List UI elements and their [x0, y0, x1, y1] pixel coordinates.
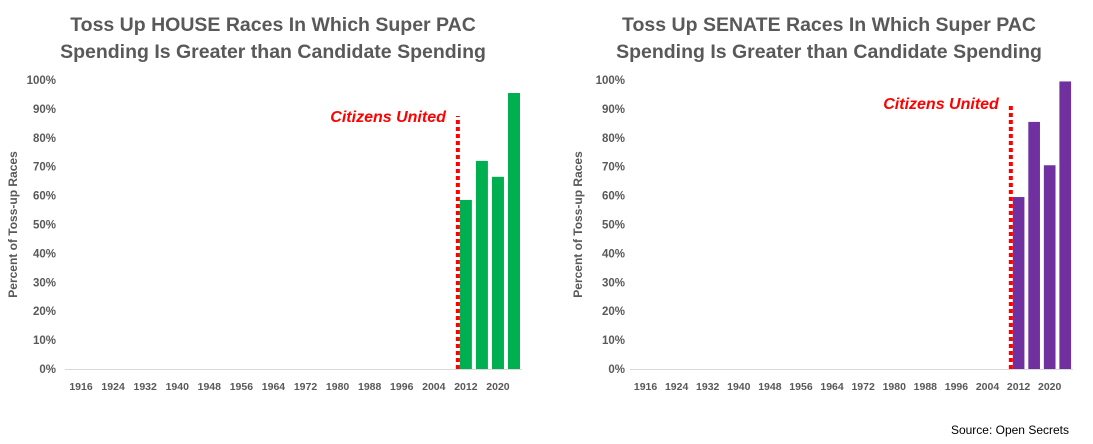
senate-y-tick-label: 0%: [608, 364, 625, 376]
house-x-tick-label: 2020: [486, 381, 510, 393]
house-chart-plot: 0% 10% 20% 30% 40% 50% 60% 70% 80% 90% 100% Percent…: [6, 75, 522, 393]
house-chart-title-line-2: Spending Is Greater than Candidate Spend…: [60, 41, 486, 63]
senate-y-tick-label: 100%: [596, 75, 625, 87]
house-y-tick-label: 40%: [33, 248, 56, 260]
house-bar: [507, 93, 520, 369]
house-x-tick-label: 1972: [294, 381, 318, 393]
senate-bar: [1012, 197, 1025, 369]
senate-x-tick-label: 1964: [820, 381, 844, 393]
senate-x-tick-label: 1916: [634, 381, 658, 393]
house-y-tick-label: 90%: [33, 104, 56, 116]
house-y-tick-label: 80%: [33, 133, 56, 145]
house-citizens-united-label: Citizens United: [330, 109, 447, 126]
senate-x-tick-label: 1956: [789, 381, 813, 393]
house-x-tick-label: 2012: [454, 381, 478, 393]
house-x-tick-label: 1940: [166, 381, 190, 393]
house-y-tick-label: 0%: [39, 364, 56, 376]
senate-chart-panel: Toss Up SENATE Races In Which Super PAC …: [565, 0, 1093, 444]
senate-x-tick-label: 2004: [976, 381, 1000, 393]
house-bar: [475, 160, 488, 369]
senate-chart-title: Toss Up SENATE Races In Which Super PAC …: [565, 12, 1093, 66]
senate-y-tick-label: 40%: [602, 248, 625, 260]
house-x-tick-label: 1988: [358, 381, 382, 393]
senate-x-tick-label: 1932: [696, 381, 720, 393]
senate-bar: [1028, 121, 1040, 369]
senate-x-tick-label: 2020: [1038, 381, 1062, 393]
house-y-tick-label: 20%: [33, 306, 56, 318]
house-bar: [459, 199, 472, 369]
senate-x-tick-label: 2012: [1007, 381, 1031, 393]
senate-x-tick-label: 1996: [945, 381, 969, 393]
house-bar: [491, 176, 504, 369]
senate-bar: [1059, 81, 1072, 369]
senate-chart-title-line-1: Toss Up SENATE Races In Which Super PAC: [622, 14, 1036, 36]
senate-y-tick-label: 70%: [602, 162, 625, 174]
house-y-axis-title: Percent of Toss-up Races: [6, 151, 20, 298]
house-y-tick-label: 60%: [33, 191, 56, 203]
senate-y-tick-label: 30%: [602, 277, 625, 289]
house-chart-panel: Toss Up HOUSE Races In Which Super PAC S…: [0, 0, 546, 444]
senate-y-tick-label: 60%: [602, 191, 625, 203]
senate-x-tick-label: 1972: [851, 381, 875, 393]
house-chart-title-line-1: Toss Up HOUSE Races In Which Super PAC: [70, 14, 476, 36]
house-x-tick-label: 1924: [101, 381, 125, 393]
senate-chart-title-line-2: Spending Is Greater than Candidate Spend…: [616, 41, 1042, 63]
source-note: Source: Open Secrets: [950, 423, 1069, 437]
senate-chart-plot: 0% 10% 20% 30% 40% 50% 60% 70% 80% 90% 100% Percent…: [571, 75, 1073, 393]
house-x-tick-label: 1956: [230, 381, 254, 393]
house-x-tick-label: 1980: [326, 381, 350, 393]
senate-y-tick-label: 10%: [602, 335, 625, 347]
senate-y-tick-label: 80%: [602, 133, 625, 145]
senate-x-tick-label: 1948: [758, 381, 782, 393]
house-x-tick-label: 1916: [69, 381, 93, 393]
senate-x-tick-label: 1940: [727, 381, 751, 393]
senate-x-tick-label: 1980: [883, 381, 907, 393]
house-y-tick-label: 100%: [27, 75, 56, 87]
house-y-tick-label: 70%: [33, 162, 56, 174]
house-y-tick-label: 10%: [33, 335, 56, 347]
senate-y-tick-label: 20%: [602, 306, 625, 318]
house-x-tick-label: 1948: [198, 381, 222, 393]
house-x-tick-label: 1996: [390, 381, 414, 393]
house-chart-title: Toss Up HOUSE Races In Which Super PAC S…: [0, 12, 546, 66]
house-x-tick-label: 2004: [422, 381, 446, 393]
senate-x-tick-label: 1988: [914, 381, 938, 393]
senate-y-tick-label: 90%: [602, 104, 625, 116]
house-x-tick-label: 1964: [262, 381, 286, 393]
senate-y-tick-label: 50%: [602, 220, 625, 232]
senate-citizens-united-label: Citizens United: [883, 96, 1000, 113]
senate-x-tick-label: 1924: [665, 381, 689, 393]
house-y-tick-label: 30%: [33, 277, 56, 289]
senate-bar: [1043, 165, 1056, 369]
house-x-tick-label: 1932: [133, 381, 157, 393]
senate-y-axis-title: Percent of Toss-up Races: [571, 151, 585, 298]
house-y-tick-label: 50%: [33, 220, 56, 232]
